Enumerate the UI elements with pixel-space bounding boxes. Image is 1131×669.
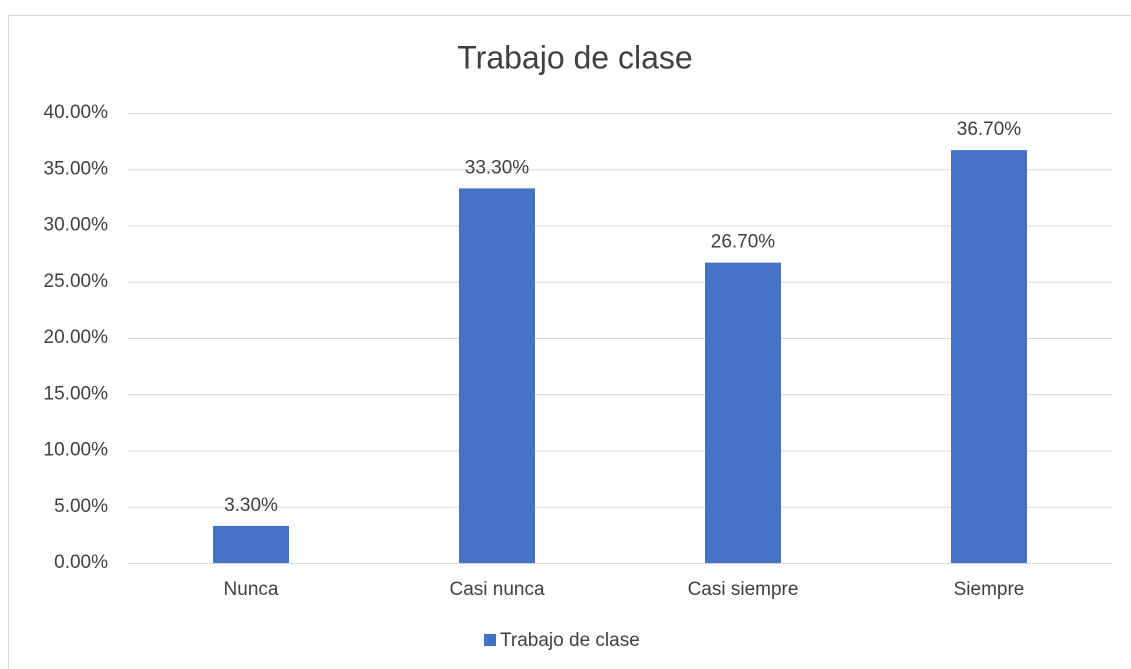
x-tick-label: Nunca [224, 579, 279, 600]
x-tick-label: Casi nunca [449, 579, 544, 600]
value-label: 26.70% [711, 232, 776, 253]
value-label: 33.30% [465, 157, 530, 178]
chart-border [8, 15, 1131, 669]
value-label: 3.30% [224, 495, 278, 516]
y-tick-label: 15.00% [44, 383, 109, 404]
y-tick-label: 25.00% [44, 271, 109, 292]
y-tick-label: 35.00% [44, 158, 109, 179]
y-tick-label: 20.00% [44, 327, 109, 348]
legend-swatch [484, 634, 496, 646]
y-tick-label: 0.00% [54, 552, 108, 573]
y-tick-label: 5.00% [54, 496, 108, 517]
bar [459, 188, 535, 563]
chart-title: Trabajo de clase [457, 39, 692, 75]
bar [951, 150, 1027, 563]
value-label: 36.70% [957, 119, 1022, 140]
y-tick-label: 40.00% [44, 102, 109, 123]
y-tick-label: 10.00% [44, 440, 109, 461]
bar [213, 525, 289, 563]
legend-label: Trabajo de clase [500, 630, 640, 651]
bar [705, 262, 781, 563]
x-tick-label: Casi siempre [688, 579, 799, 600]
y-tick-label: 30.00% [44, 215, 109, 236]
x-tick-label: Siempre [954, 579, 1025, 600]
